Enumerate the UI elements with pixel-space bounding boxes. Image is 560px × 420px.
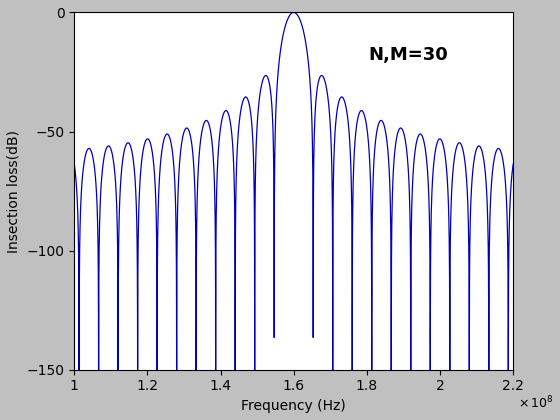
Text: N,M=30: N,M=30 [368,46,447,64]
Y-axis label: Insection loss(dB): Insection loss(dB) [7,130,21,252]
Text: $\times\,10^8$: $\times\,10^8$ [517,395,553,412]
X-axis label: Frequency (Hz): Frequency (Hz) [241,399,346,413]
